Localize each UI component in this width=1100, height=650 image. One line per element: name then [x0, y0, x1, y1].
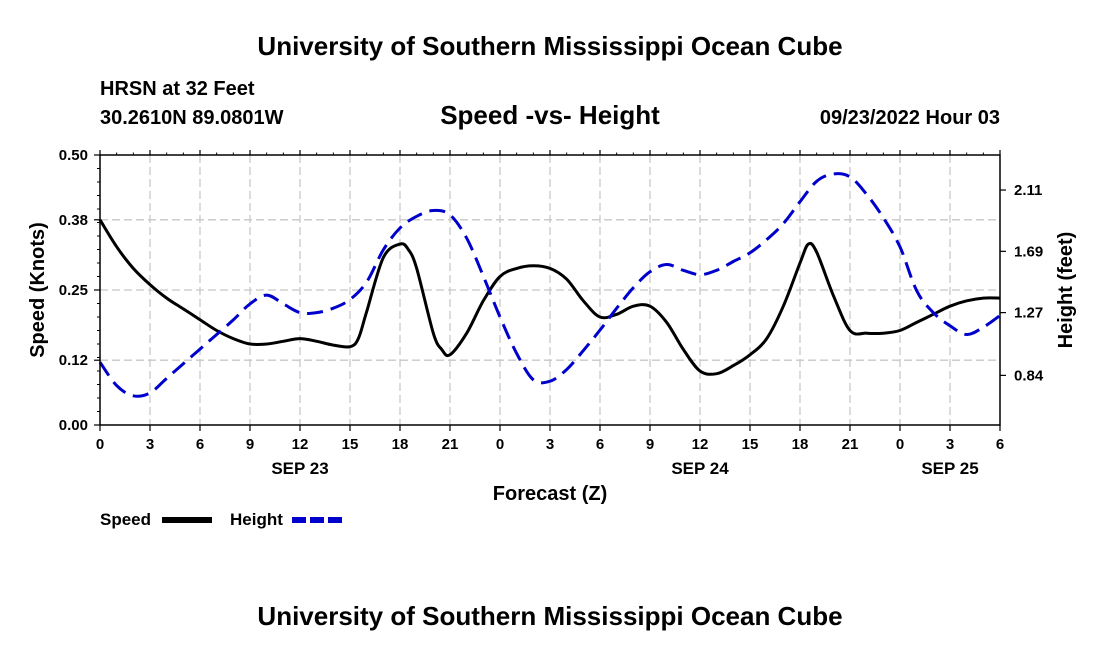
footer-title: University of Southern Mississippi Ocean… — [257, 601, 842, 631]
x-tick-label: 18 — [792, 436, 809, 453]
station-name: HRSN at 32 Feet — [100, 78, 255, 100]
y2-tick-label: 1.69 — [1014, 243, 1043, 260]
x-tick-label: 0 — [896, 436, 904, 453]
y2-axis-label: Height (feet) — [1055, 232, 1077, 349]
x-tick-label: 15 — [742, 436, 759, 453]
series-layer — [98, 172, 1001, 398]
x-tick-label: 3 — [546, 436, 554, 453]
x-tick-label: 9 — [246, 436, 254, 453]
y-tick-label: 0.12 — [59, 352, 88, 369]
x-tick-label: 3 — [946, 436, 954, 453]
x-tick-label: 12 — [692, 436, 709, 453]
run-time: 09/23/2022 Hour 03 — [820, 107, 1000, 129]
x-tick-label: 0 — [96, 436, 104, 453]
y-tick-label: 0.25 — [59, 282, 88, 299]
grid-lines — [100, 155, 1000, 425]
y-tick-label: 0.50 — [59, 147, 88, 164]
chart-title: University of Southern Mississippi Ocean… — [257, 31, 842, 61]
y2-tick-label: 2.11 — [1014, 182, 1042, 199]
legend-height-label: Height — [230, 510, 283, 529]
y-tick-label: 0.38 — [59, 212, 88, 229]
y-tick-label: 0.00 — [59, 417, 88, 434]
x-tick-label: 6 — [196, 436, 204, 453]
x-tick-label: 0 — [496, 436, 504, 453]
legend: Speed Height — [100, 510, 342, 529]
x-tick-label: 6 — [996, 436, 1004, 453]
speed-series-line — [98, 219, 1001, 376]
y2-tick-label: 1.27 — [1014, 305, 1043, 322]
y2-tick-label: 0.84 — [1014, 367, 1044, 384]
x-tick-label: 21 — [842, 436, 859, 453]
station-location: 30.2610N 89.0801W — [100, 107, 284, 129]
date-label: SEP 24 — [671, 459, 729, 478]
chart-subtitle: Speed -vs- Height — [440, 100, 660, 130]
height-series-line — [98, 172, 1001, 398]
x-tick-label: 6 — [596, 436, 604, 453]
date-label: SEP 23 — [271, 459, 328, 478]
x-tick-label: 12 — [292, 436, 309, 453]
x-tick-label: 21 — [442, 436, 459, 453]
date-label: SEP 25 — [921, 459, 978, 478]
x-axis-label: Forecast (Z) — [493, 483, 607, 505]
x-tick-label: 3 — [146, 436, 154, 453]
x-tick-label: 15 — [342, 436, 359, 453]
axis-layer: 0 3 6 9 12 15 18 21 0 3 6 9 12 15 18 21 0 3 6 0.00 0.12 0.25 0… — [59, 147, 1044, 478]
y-axis-label: Speed (Knots) — [27, 222, 49, 358]
x-tick-label: 9 — [646, 436, 654, 453]
legend-speed-label: Speed — [100, 510, 151, 529]
x-tick-label: 18 — [392, 436, 409, 453]
